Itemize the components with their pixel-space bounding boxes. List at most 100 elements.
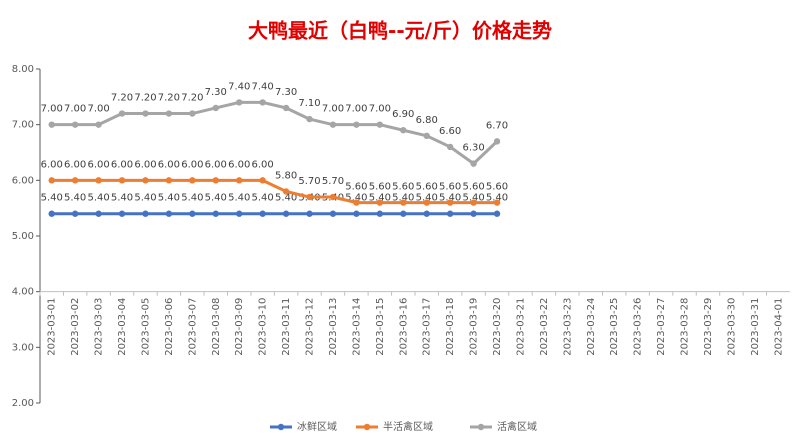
point xyxy=(71,121,79,128)
value-label: 6.00 xyxy=(64,159,86,170)
x-tick-label: 2023-03-24 xyxy=(586,298,597,356)
point xyxy=(282,104,290,112)
x-tick-label: 2023-03-15 xyxy=(375,298,386,356)
value-label: 5.70 xyxy=(322,176,344,187)
x-tick-label: 2023-03-12 xyxy=(305,298,316,356)
x-tick-label: 2023-03-31 xyxy=(750,298,761,356)
point xyxy=(48,121,55,128)
point xyxy=(259,99,266,106)
value-label: 6.60 xyxy=(439,126,461,137)
x-tick-label: 2023-03-04 xyxy=(117,298,128,356)
point xyxy=(236,177,243,184)
value-label: 7.20 xyxy=(111,93,133,104)
value-label: 5.40 xyxy=(486,193,508,204)
series-line xyxy=(51,178,498,205)
value-label: 7.00 xyxy=(87,104,109,115)
x-tick-label: 2023-04-01 xyxy=(773,298,784,356)
point xyxy=(353,210,360,217)
x-tick-label: 2023-03-05 xyxy=(140,298,151,356)
value-label: 5.60 xyxy=(392,182,414,193)
value-label: 6.70 xyxy=(486,120,508,131)
point xyxy=(493,199,501,206)
point xyxy=(493,138,501,145)
value-label: 5.40 xyxy=(41,193,63,204)
value-label: 6.00 xyxy=(158,159,180,170)
point xyxy=(423,210,430,217)
x-tick-label: 2023-03-28 xyxy=(680,298,691,356)
point xyxy=(423,199,430,206)
value-label: 5.40 xyxy=(181,193,203,204)
value-label: 5.40 xyxy=(392,193,414,204)
x-tick-label: 2023-03-06 xyxy=(164,298,175,356)
value-label: 5.40 xyxy=(369,193,391,204)
point xyxy=(71,177,79,184)
point xyxy=(329,210,337,217)
x-tick-label: 2023-03-07 xyxy=(187,298,198,356)
point xyxy=(118,110,126,117)
point xyxy=(446,143,454,151)
value-label: 5.60 xyxy=(369,182,391,193)
x-tick-label: 2023-03-30 xyxy=(726,298,737,356)
x-tick-label: 2023-03-27 xyxy=(656,298,667,356)
point xyxy=(376,121,384,128)
x-tick-label: 2023-03-19 xyxy=(469,298,480,356)
x-tick-label: 2023-03-23 xyxy=(562,298,573,356)
y-tick-label: 6.00 xyxy=(12,175,34,186)
x-tick-label: 2023-03-01 xyxy=(47,298,58,356)
point xyxy=(236,210,243,217)
value-label: 6.00 xyxy=(41,159,63,170)
point xyxy=(353,121,360,128)
value-label: 5.70 xyxy=(298,176,320,187)
point xyxy=(165,210,173,217)
point xyxy=(212,104,219,112)
x-tick-label: 2023-03-08 xyxy=(211,298,222,356)
point xyxy=(236,99,243,106)
point xyxy=(282,188,290,195)
value-label: 7.20 xyxy=(181,93,203,104)
point xyxy=(48,177,55,184)
legend-label: 冰鲜区域 xyxy=(297,420,337,433)
legend-marker xyxy=(363,423,371,431)
value-label: 7.00 xyxy=(64,104,86,115)
point xyxy=(142,210,149,217)
value-label: 5.40 xyxy=(252,193,274,204)
value-label: 5.40 xyxy=(64,193,86,204)
value-label: 5.40 xyxy=(275,193,297,204)
value-label: 5.60 xyxy=(439,182,461,193)
x-tick-label: 2023-03-26 xyxy=(633,298,644,356)
x-tick-label: 2023-03-25 xyxy=(609,298,620,356)
x-tick-label: 2023-03-13 xyxy=(328,298,339,356)
value-label: 5.40 xyxy=(205,193,227,204)
point xyxy=(493,210,501,217)
value-label: 6.00 xyxy=(252,159,274,170)
value-label: 5.40 xyxy=(111,193,133,204)
y-tick-label: 4.00 xyxy=(12,287,34,298)
y-tick-label: 5.00 xyxy=(12,231,34,242)
point xyxy=(212,210,219,217)
value-label: 6.00 xyxy=(134,159,156,170)
point xyxy=(118,210,126,217)
point xyxy=(189,210,196,217)
value-label: 5.40 xyxy=(228,193,250,204)
point xyxy=(446,210,454,217)
point xyxy=(423,132,430,139)
value-label: 7.00 xyxy=(345,104,367,115)
value-label: 5.80 xyxy=(275,170,297,181)
value-label: 5.60 xyxy=(486,182,508,193)
value-label: 7.30 xyxy=(275,87,297,98)
point xyxy=(95,210,102,217)
value-label: 6.00 xyxy=(228,159,250,170)
point xyxy=(446,199,454,206)
point xyxy=(165,177,173,184)
x-tick-label: 2023-03-16 xyxy=(398,298,409,356)
value-label: 6.80 xyxy=(416,115,438,126)
point xyxy=(470,199,477,206)
point xyxy=(259,210,266,217)
point xyxy=(470,160,477,167)
x-tick-label: 2023-03-20 xyxy=(492,298,503,356)
x-tick-label: 2023-03-03 xyxy=(94,298,105,356)
point xyxy=(259,177,266,184)
value-label: 5.40 xyxy=(158,193,180,204)
value-label: 5.60 xyxy=(416,182,438,193)
value-label: 5.60 xyxy=(462,182,484,193)
